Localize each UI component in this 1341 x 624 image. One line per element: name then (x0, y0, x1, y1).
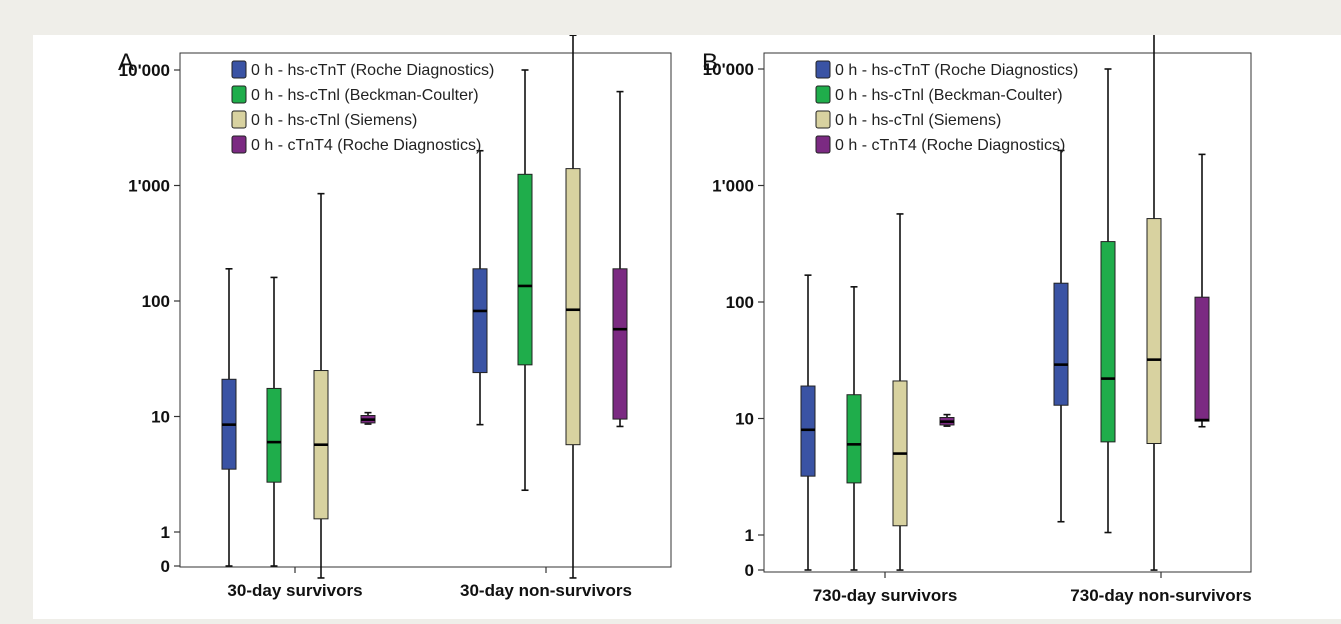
y-tick-label: 1 (745, 526, 754, 545)
box-body (1100, 241, 1116, 443)
legend-label: 0 h - hs-cTnT (Roche Diagnostics) (251, 62, 494, 79)
legend-swatch (231, 110, 247, 129)
chart-panel-b: B 0 1 10 100 1'000 10'000 730-day survivors 730-… (702, 33, 1252, 605)
panel-label: A (118, 49, 134, 76)
box-3-2 (565, 34, 581, 579)
panel-label: B (702, 49, 718, 76)
box-2-1 (266, 276, 282, 567)
legend-label: 0 h - hs-cTnT (Roche Diagnostics) (835, 62, 1078, 79)
box-4-1 (360, 411, 376, 425)
legend-swatch (815, 135, 831, 154)
legend-label: 0 h - hs-cTnl (Siemens) (251, 112, 417, 129)
legend-swatch (231, 60, 247, 79)
legend-swatch (231, 135, 247, 154)
box-2-2 (1100, 68, 1116, 534)
box-3-1 (313, 192, 329, 579)
box-body (517, 173, 533, 366)
legend-label: 0 h - hs-cTnl (Beckman-Coulter) (835, 87, 1063, 104)
plot-frame (179, 52, 672, 568)
category-label: 30-day survivors (227, 581, 362, 600)
box-2-1 (846, 286, 862, 571)
y-tick-label: 10 (735, 410, 754, 429)
legend-label: 0 h - hs-cTnl (Beckman-Coulter) (251, 87, 479, 104)
y-tick-label: 10'000 (119, 61, 170, 80)
y-tick-label: 0 (161, 557, 170, 576)
legend-label: 0 h - hs-cTnl (Siemens) (835, 112, 1001, 129)
box-body (1146, 218, 1162, 445)
y-tick-label: 1 (161, 523, 170, 542)
legend-swatch (231, 85, 247, 104)
legend-swatch (815, 85, 831, 104)
y-tick-label: 100 (142, 292, 170, 311)
legend-swatch (815, 110, 831, 129)
box-body (565, 168, 581, 446)
y-tick-label: 100 (726, 293, 754, 312)
figure: A 0 1 10 100 1'000 10'000 30-day survivors 30-da… (33, 33, 1341, 619)
legend-swatch (815, 60, 831, 79)
box-1-1 (800, 274, 816, 571)
box-3-1 (892, 213, 908, 571)
box-2-2 (517, 69, 533, 492)
y-tick-label: 10 (151, 408, 170, 427)
y-tick-label: 1'000 (128, 177, 170, 196)
y-tick-label: 10'000 (703, 60, 754, 79)
category-label: 730-day non-survivors (1070, 586, 1251, 605)
y-tick-label: 1'000 (712, 177, 754, 196)
box-4-1 (939, 413, 955, 427)
box-4-2 (1194, 153, 1210, 428)
category-label: 730-day survivors (813, 586, 958, 605)
box-body (612, 268, 628, 420)
y-tick-label: 0 (745, 561, 754, 580)
box-body (1053, 282, 1069, 406)
category-label: 30-day non-survivors (460, 581, 632, 600)
legend-label: 0 h - cTnT4 (Roche Diagnostics) (251, 137, 481, 154)
legend-label: 0 h - cTnT4 (Roche Diagnostics) (835, 137, 1065, 154)
box-body (266, 387, 282, 483)
chart-panel-a: A 0 1 10 100 1'000 10'000 30-day survivors 30-da… (118, 34, 672, 600)
box-1-2 (1053, 149, 1069, 523)
box-1-1 (221, 268, 237, 567)
box-body (472, 268, 488, 374)
box-body (846, 394, 862, 484)
box-body (1194, 296, 1210, 422)
box-3-2 (1146, 33, 1162, 571)
box-1-2 (472, 149, 488, 426)
box-4-2 (612, 90, 628, 428)
plot-frame (763, 52, 1252, 573)
